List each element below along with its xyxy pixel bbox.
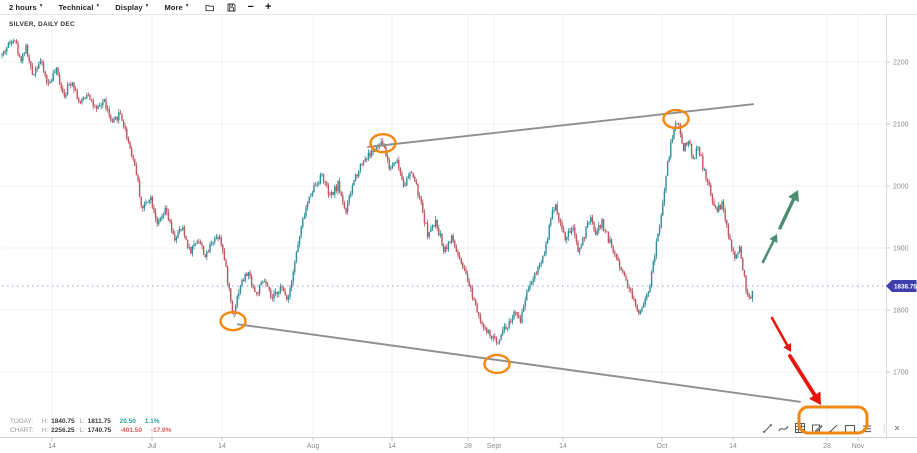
high-label: H: xyxy=(41,418,49,425)
trendlines[interactable] xyxy=(237,103,801,403)
high-label: H: xyxy=(41,427,49,434)
y-axis: 2200 2100 2000 1900 1800 1700 xyxy=(886,60,909,377)
top-toolbar: 2 hours ▾ Technical ▾ Display ▾ More ▾ −… xyxy=(0,0,917,14)
axis-frame xyxy=(0,14,917,438)
x-axis-label: 14 xyxy=(48,443,56,450)
stats-row-name: TODAY: xyxy=(10,418,34,425)
y-axis-label: 1900 xyxy=(893,246,909,253)
zoom-in-button[interactable]: + xyxy=(264,0,272,13)
x-axis-label: Nov xyxy=(852,443,865,450)
low-value: 1811.75 xyxy=(87,418,111,425)
trend-arrows[interactable] xyxy=(761,190,821,405)
highlight-circle[interactable] xyxy=(483,353,511,375)
menu-display[interactable]: Display ▾ xyxy=(115,3,148,12)
last-price-tag: 1838.75 xyxy=(886,279,917,292)
menu-interval-label: 2 hours xyxy=(9,2,37,12)
red-arrow[interactable] xyxy=(770,316,789,347)
line-tool-icon[interactable] xyxy=(828,423,839,434)
high-value: 1840.75 xyxy=(51,418,75,425)
draw-panel-tool-icon[interactable] xyxy=(811,422,823,434)
highlight-circles[interactable] xyxy=(219,108,690,375)
gridlines xyxy=(2,14,886,437)
green-arrow[interactable] xyxy=(761,239,775,264)
red-arrowhead xyxy=(809,391,821,405)
rectangle-tool-icon[interactable] xyxy=(844,423,856,434)
menu-more[interactable]: More ▾ xyxy=(164,3,188,12)
curve-tool-icon[interactable] xyxy=(778,423,789,434)
last-price-value: 1838.75 xyxy=(894,283,917,290)
session-stats: TODAY: H: 1840.75 L: 1811.75 20.50 1.1% … xyxy=(10,417,171,435)
change-value: 20.50 xyxy=(119,418,136,425)
x-axis-label: 14 xyxy=(559,443,567,450)
y-axis-label: 1700 xyxy=(893,370,909,377)
red-arrowhead xyxy=(783,342,792,352)
x-axis-label: Jul xyxy=(148,443,157,450)
trendline-tool-icon[interactable] xyxy=(762,423,773,434)
stats-row-chart: CHART: H: 2256.25 L: 1740.75 -401.50 -17… xyxy=(10,426,171,435)
menu-interval[interactable]: 2 hours ▾ xyxy=(9,3,43,12)
y-axis-label: 2000 xyxy=(893,184,909,191)
low-label: L: xyxy=(79,427,85,434)
x-axis: 14 Jul 14 Aug 14 28 Sept 14 Oct 14 28 Nov xyxy=(48,437,865,450)
x-axis-label: 14 xyxy=(218,443,226,450)
close-chart-button[interactable]: × xyxy=(894,423,900,433)
stats-row-today: TODAY: H: 1840.75 L: 1811.75 20.50 1.1% xyxy=(10,417,171,426)
trendline[interactable] xyxy=(367,103,754,148)
x-axis-label: 28 xyxy=(464,443,472,450)
x-axis-label: 14 xyxy=(388,443,396,450)
y-axis-label: 2100 xyxy=(893,122,909,129)
y-axis-label: 2200 xyxy=(893,60,909,67)
chart-symbol-label: SILVER, DAILY DEC xyxy=(9,21,76,28)
y-axis-label: 1800 xyxy=(893,308,909,315)
green-arrowhead xyxy=(788,190,799,202)
open-folder-icon[interactable] xyxy=(205,3,215,12)
green-arrow[interactable] xyxy=(778,197,796,230)
high-value: 2256.25 xyxy=(51,427,75,434)
red-arrow[interactable] xyxy=(788,354,817,398)
change-percent: 1.1% xyxy=(144,418,160,425)
x-axis-label: Aug xyxy=(307,443,320,450)
chevron-down-icon: ▾ xyxy=(145,3,149,10)
menu-more-label: More xyxy=(164,2,183,12)
highlight-circle[interactable] xyxy=(219,310,247,332)
chevron-down-icon: ▾ xyxy=(39,3,43,10)
candlestick-series xyxy=(1,38,754,346)
x-axis-label: 14 xyxy=(729,443,737,450)
highlight-circle[interactable] xyxy=(662,108,690,130)
x-axis-label: Sept xyxy=(487,443,501,450)
toolbar-separator: | xyxy=(883,423,886,433)
low-value: 1740.75 xyxy=(87,427,112,434)
chevron-down-icon: ▾ xyxy=(96,3,100,10)
menu-technical[interactable]: Technical ▾ xyxy=(59,3,100,12)
change-percent: -17.9% xyxy=(150,427,172,434)
change-value: -401.50 xyxy=(119,427,143,434)
menu-display-label: Display xyxy=(115,2,143,12)
menu-technical-label: Technical xyxy=(58,2,94,12)
highlight-circle[interactable] xyxy=(369,133,397,154)
dash-lines-tool-icon[interactable] xyxy=(861,423,873,434)
drawing-toolbar: | × xyxy=(762,422,900,434)
green-arrowhead xyxy=(769,234,778,243)
chevron-down-icon: ▾ xyxy=(185,3,189,10)
x-axis-label: 28 xyxy=(823,443,831,450)
save-icon[interactable] xyxy=(227,3,236,12)
grid-tool-icon[interactable] xyxy=(794,422,806,434)
zoom-out-button[interactable]: − xyxy=(247,0,254,13)
x-axis-label: Oct xyxy=(657,443,668,450)
low-label: L: xyxy=(79,418,85,425)
stats-row-name: CHART: xyxy=(10,427,34,434)
trendline[interactable] xyxy=(237,323,801,403)
